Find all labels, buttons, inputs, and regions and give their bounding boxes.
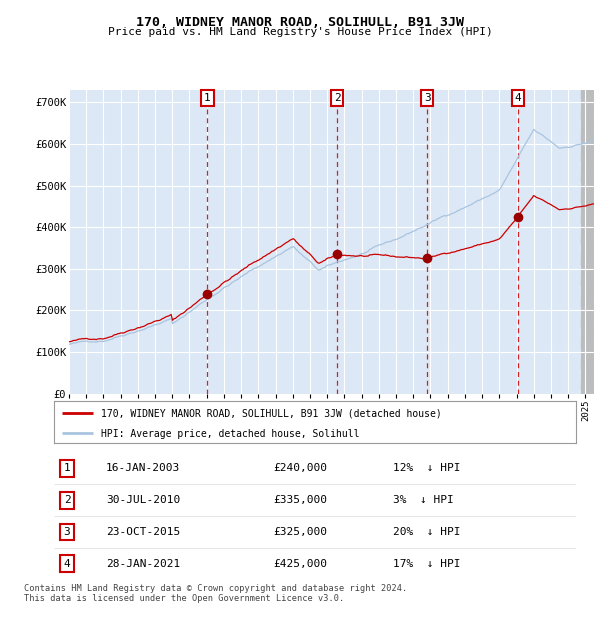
Text: £425,000: £425,000 bbox=[273, 559, 327, 569]
Text: 3%  ↓ HPI: 3% ↓ HPI bbox=[394, 495, 454, 505]
Text: 3: 3 bbox=[424, 93, 431, 103]
Text: 17%  ↓ HPI: 17% ↓ HPI bbox=[394, 559, 461, 569]
Text: 20%  ↓ HPI: 20% ↓ HPI bbox=[394, 527, 461, 537]
Text: 2: 2 bbox=[334, 93, 341, 103]
Text: 30-JUL-2010: 30-JUL-2010 bbox=[106, 495, 181, 505]
Text: 16-JAN-2003: 16-JAN-2003 bbox=[106, 464, 181, 474]
Text: HPI: Average price, detached house, Solihull: HPI: Average price, detached house, Soli… bbox=[101, 428, 359, 438]
Text: 4: 4 bbox=[514, 93, 521, 103]
Text: 1: 1 bbox=[204, 93, 211, 103]
Text: Price paid vs. HM Land Registry's House Price Index (HPI): Price paid vs. HM Land Registry's House … bbox=[107, 27, 493, 37]
Text: 1: 1 bbox=[64, 464, 70, 474]
Text: 3: 3 bbox=[64, 527, 70, 537]
Text: 23-OCT-2015: 23-OCT-2015 bbox=[106, 527, 181, 537]
Text: 4: 4 bbox=[64, 559, 70, 569]
Text: Contains HM Land Registry data © Crown copyright and database right 2024.
This d: Contains HM Land Registry data © Crown c… bbox=[24, 584, 407, 603]
Text: 170, WIDNEY MANOR ROAD, SOLIHULL, B91 3JW (detached house): 170, WIDNEY MANOR ROAD, SOLIHULL, B91 3J… bbox=[101, 409, 442, 419]
Text: 12%  ↓ HPI: 12% ↓ HPI bbox=[394, 464, 461, 474]
Text: 170, WIDNEY MANOR ROAD, SOLIHULL, B91 3JW: 170, WIDNEY MANOR ROAD, SOLIHULL, B91 3J… bbox=[136, 16, 464, 29]
Text: £335,000: £335,000 bbox=[273, 495, 327, 505]
Text: £240,000: £240,000 bbox=[273, 464, 327, 474]
Text: 2: 2 bbox=[64, 495, 70, 505]
Text: £325,000: £325,000 bbox=[273, 527, 327, 537]
Text: 28-JAN-2021: 28-JAN-2021 bbox=[106, 559, 181, 569]
